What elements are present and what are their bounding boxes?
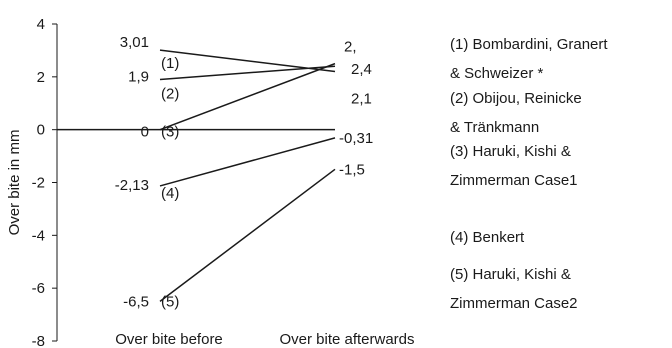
x-category-label: Over bite before [115,331,223,348]
legend-entry: Zimmerman Case2 [450,295,578,312]
y-ticks: 4 2 0 -2 -4 -6 -8 [32,16,57,348]
series-marker-label: (1) [161,55,179,72]
data-label-before: -2,13 [115,177,149,194]
data-label-before: 3,01 [120,34,149,51]
y-tick-label: -4 [32,227,45,244]
y-tick-label: 0 [37,122,45,139]
legend-entry: & Tränkmann [450,119,539,136]
x-category-label: Over bite afterwards [279,331,414,348]
legend-entry: & Schweizer * [450,65,544,82]
legend-entry: (2) Obijou, Reinicke [450,90,582,107]
legend: (1) Bombardini, Granert & Schweizer * (2) … [450,36,608,312]
series-line-2 [159,65,336,81]
series-marker-label: (4) [161,185,179,202]
legend-entry: Zimmerman Case1 [450,172,578,189]
data-label-after: 2, [344,39,357,56]
legend-entry: (4) Benkert [450,229,525,246]
y-tick-label: 2 [37,69,45,86]
y-axis: 4 2 0 -2 -4 -6 -8 [32,16,58,348]
series-marker-label: (3) [161,124,179,141]
y-tick-label: -6 [32,280,45,297]
data-label-after: 2,4 [351,61,372,78]
y-axis-label: Over bite in mm [6,130,23,236]
data-label-after: 2,1 [351,90,372,107]
y-tick-label: 4 [37,16,45,33]
category-labels: Over bite before Over bite afterwards [115,331,414,348]
data-label-before: 1,9 [128,68,149,85]
series-marker-label: (2) [161,85,179,102]
y-tick-label: -2 [32,175,45,192]
series-line-5 [159,168,336,302]
series-lines [159,49,336,302]
data-label-after: -1,5 [339,161,365,178]
legend-entry: (5) Haruki, Kishi & [450,266,571,283]
legend-entry: (3) Haruki, Kishi & [450,143,571,160]
series-line-4 [159,137,336,187]
data-label-after: -0,31 [339,130,373,147]
data-labels: 3,01 (1) 2, 1,9 (2) 2,4 0 (3) 2,1 -2,13 (4) -0,31 -6… [115,34,373,310]
series-marker-label: (5) [161,293,179,310]
data-label-before: 0 [141,124,149,141]
series-line-3 [159,62,336,131]
y-tick-label: -8 [32,333,45,348]
legend-entry: (1) Bombardini, Granert [450,36,608,53]
data-label-before: -6,5 [123,293,149,310]
